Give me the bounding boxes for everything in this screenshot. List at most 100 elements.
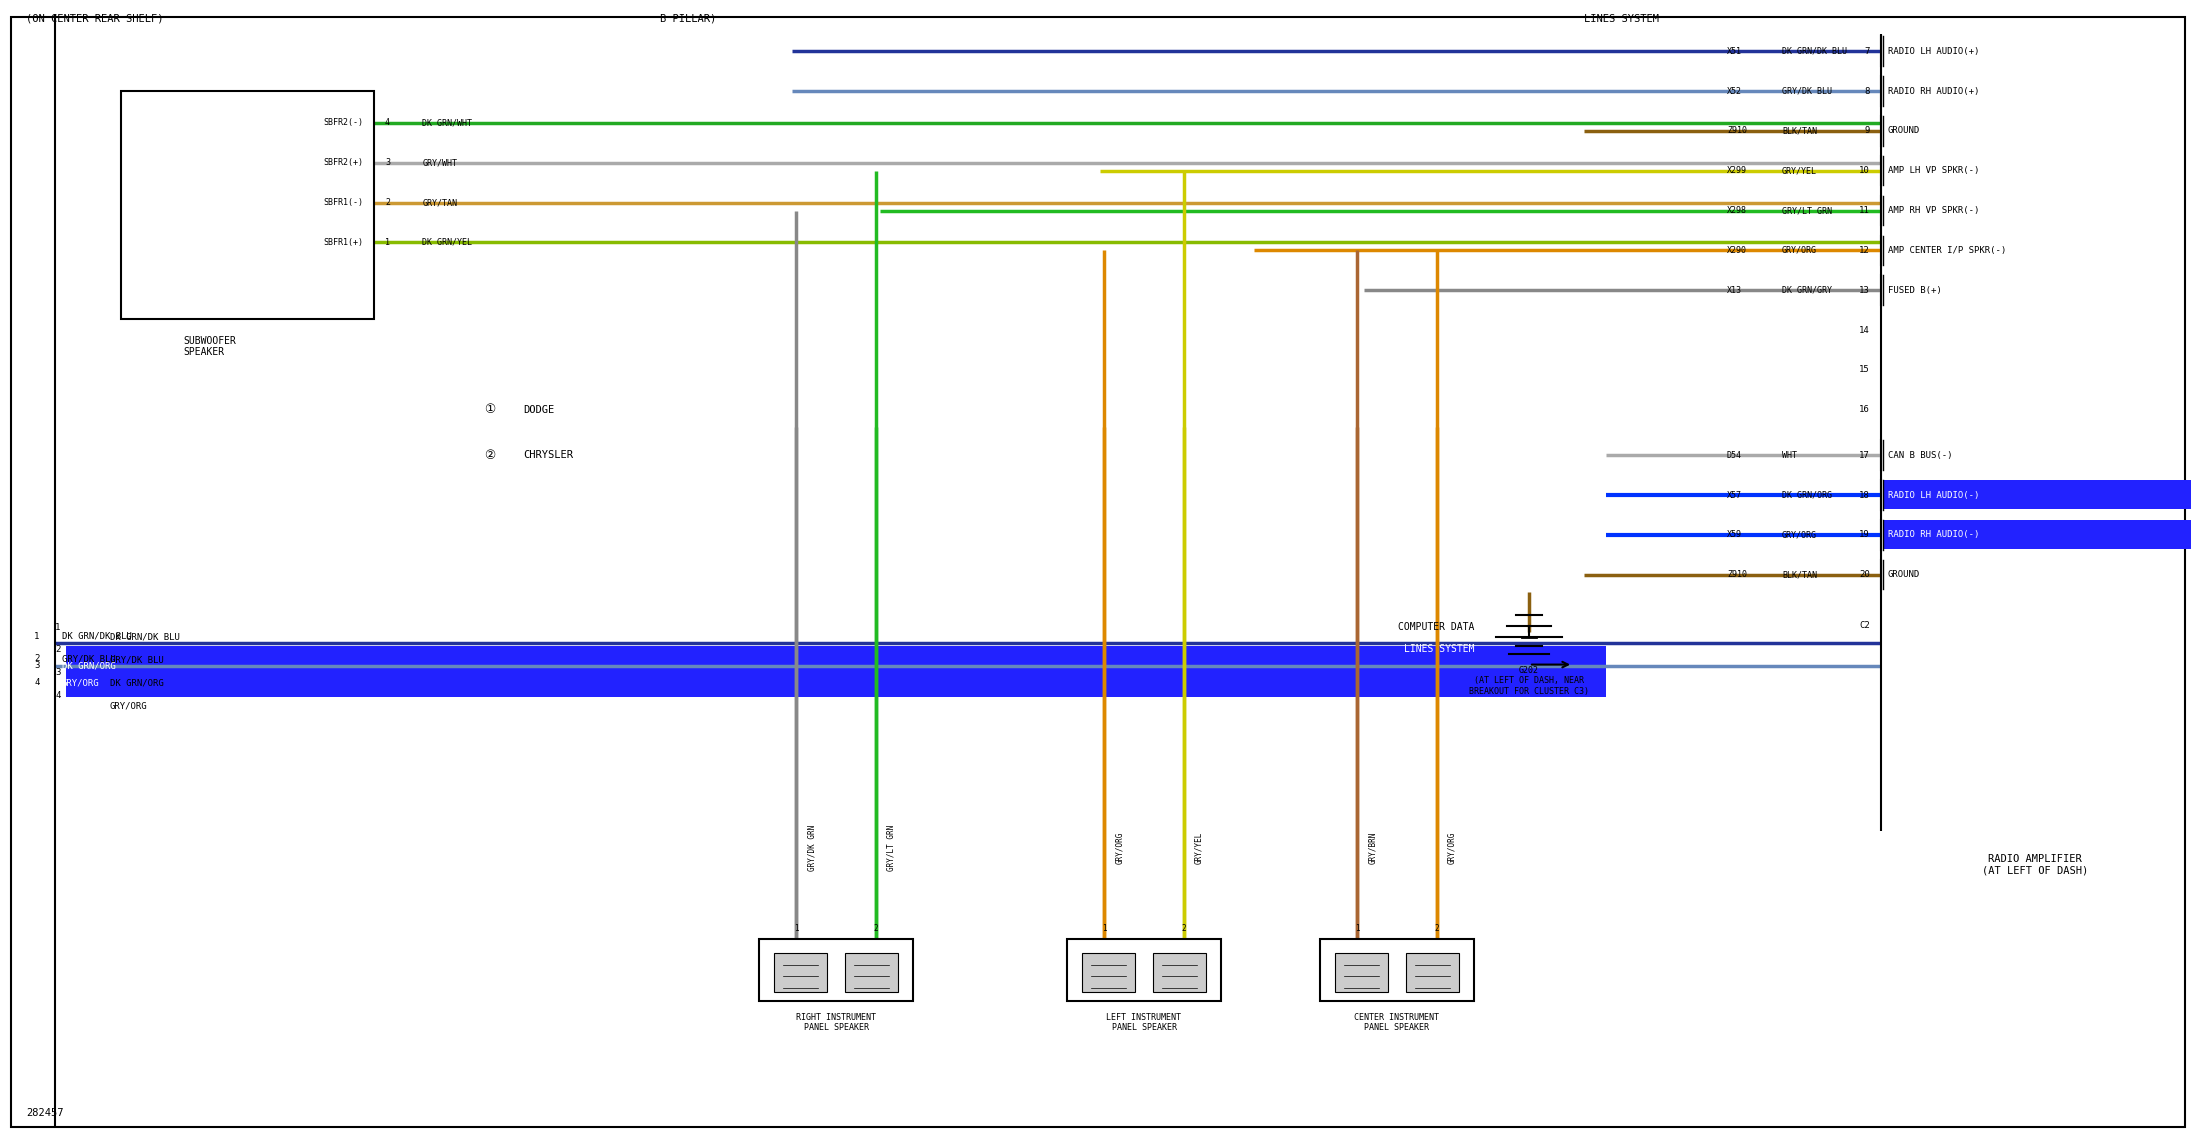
Text: RADIO RH AUDIO(+): RADIO RH AUDIO(+) [1888, 86, 1980, 96]
Text: SBFR2(-): SBFR2(-) [323, 118, 363, 127]
Text: 2: 2 [1434, 924, 1439, 933]
Text: X57: X57 [1727, 490, 1742, 500]
Text: ①: ① [484, 403, 495, 417]
Text: 20: 20 [1859, 570, 1870, 579]
Text: BLK/TAN: BLK/TAN [1782, 570, 1817, 579]
Text: 2: 2 [385, 198, 389, 207]
Text: FUSED B(+): FUSED B(+) [1888, 286, 1940, 295]
Bar [66, 646, 1606, 696]
Text: 3: 3 [35, 661, 40, 670]
Text: GRY/YEL: GRY/YEL [1195, 832, 1203, 864]
Text: 4: 4 [385, 118, 389, 127]
Text: BLK/TAN: BLK/TAN [1782, 126, 1817, 135]
Text: 2: 2 [55, 645, 59, 654]
Text: GRY/TAN: GRY/TAN [422, 198, 458, 207]
Text: 15: 15 [1859, 365, 1870, 374]
Text: 1: 1 [385, 238, 389, 247]
Text: SBFR1(+): SBFR1(+) [323, 238, 363, 247]
Text: X290: X290 [1727, 246, 1747, 255]
Text: 13: 13 [1859, 286, 1870, 295]
Text: 8: 8 [1866, 86, 1870, 96]
Text: GRY/DK BLU: GRY/DK BLU [1782, 86, 1833, 96]
Text: X299: X299 [1727, 166, 1747, 175]
Text: RADIO AMPLIFIER
(AT LEFT OF DASH): RADIO AMPLIFIER (AT LEFT OF DASH) [1982, 854, 2088, 875]
Bar [1153, 953, 1206, 992]
Text: DK GRN/DK BLU: DK GRN/DK BLU [110, 633, 180, 642]
Text: Z910: Z910 [1727, 126, 1747, 135]
Text: GRY/ORG: GRY/ORG [1782, 530, 1817, 539]
Bar [1883, 480, 2191, 509]
Text: 17: 17 [1859, 451, 1870, 460]
Text: 3: 3 [385, 158, 389, 167]
Text: X52: X52 [1727, 86, 1742, 96]
Text: GRY/YEL: GRY/YEL [1782, 166, 1817, 175]
Text: DK GRN/WHT: DK GRN/WHT [422, 118, 473, 127]
Text: X51: X51 [1727, 47, 1742, 56]
Text: GRY/DK BLU: GRY/DK BLU [110, 655, 163, 665]
Text: DK GRN/DK BLU: DK GRN/DK BLU [62, 632, 132, 641]
Text: X298: X298 [1727, 206, 1747, 215]
Text: 14: 14 [1859, 325, 1870, 335]
Text: 1: 1 [1102, 924, 1107, 933]
Bar [759, 939, 913, 1001]
Text: SBFR2(+): SBFR2(+) [323, 158, 363, 167]
Text: 2: 2 [35, 654, 40, 663]
Text: RADIO LH AUDIO(-): RADIO LH AUDIO(-) [1888, 490, 1980, 500]
Text: LEFT INSTRUMENT
PANEL SPEAKER: LEFT INSTRUMENT PANEL SPEAKER [1107, 1013, 1181, 1032]
Text: GRY/LT GRN: GRY/LT GRN [887, 825, 895, 871]
Text: SUBWOOFER
SPEAKER: SUBWOOFER SPEAKER [183, 336, 235, 357]
Text: GRY/LT GRN: GRY/LT GRN [1782, 206, 1833, 215]
Text: LINES SYSTEM: LINES SYSTEM [1584, 14, 1659, 24]
Text: Z910: Z910 [1727, 570, 1747, 579]
Text: CAN B BUS(-): CAN B BUS(-) [1888, 451, 1951, 460]
Text: CHRYSLER: CHRYSLER [524, 451, 574, 460]
Text: AMP RH VP SPKR(-): AMP RH VP SPKR(-) [1888, 206, 1980, 215]
Bar [845, 953, 898, 992]
Text: B PILLAR): B PILLAR) [660, 14, 717, 24]
Bar [774, 953, 827, 992]
Text: GRY/ORG: GRY/ORG [1448, 832, 1456, 864]
Text: X59: X59 [1727, 530, 1742, 539]
Text: 9: 9 [1866, 126, 1870, 135]
Text: DK GRN/ORG: DK GRN/ORG [62, 661, 114, 670]
Text: D54: D54 [1727, 451, 1742, 460]
Text: 1: 1 [794, 924, 799, 933]
Text: 2: 2 [873, 924, 878, 933]
Bar [121, 91, 374, 319]
Text: AMP CENTER I/P SPKR(-): AMP CENTER I/P SPKR(-) [1888, 246, 2006, 255]
Text: DK GRN/DK BLU: DK GRN/DK BLU [1782, 47, 1848, 56]
Text: CENTER INSTRUMENT
PANEL SPEAKER: CENTER INSTRUMENT PANEL SPEAKER [1355, 1013, 1439, 1032]
Text: 1: 1 [1355, 924, 1360, 933]
Text: 10: 10 [1859, 166, 1870, 175]
Text: 4: 4 [35, 678, 40, 687]
Text: RADIO LH AUDIO(+): RADIO LH AUDIO(+) [1888, 47, 1980, 56]
Text: 1: 1 [35, 632, 40, 641]
Text: G202
(AT LEFT OF DASH, NEAR
BREAKOUT FOR CLUSTER C3): G202 (AT LEFT OF DASH, NEAR BREAKOUT FOR… [1470, 666, 1588, 695]
Text: 4: 4 [55, 691, 59, 700]
Text: SBFR1(-): SBFR1(-) [323, 198, 363, 207]
Text: GROUND: GROUND [1888, 126, 1921, 135]
Text: X13: X13 [1727, 286, 1742, 295]
Text: 11: 11 [1859, 206, 1870, 215]
Text: GRY/ORG: GRY/ORG [110, 701, 147, 710]
Text: DK GRN/ORG: DK GRN/ORG [1782, 490, 1833, 500]
Text: RADIO RH AUDIO(-): RADIO RH AUDIO(-) [1888, 530, 1980, 539]
Text: RIGHT INSTRUMENT
PANEL SPEAKER: RIGHT INSTRUMENT PANEL SPEAKER [796, 1013, 876, 1032]
Bar [1335, 953, 1388, 992]
Text: 2: 2 [1181, 924, 1186, 933]
Text: GRY/ORG: GRY/ORG [62, 678, 99, 687]
Text: DODGE: DODGE [524, 405, 554, 414]
Text: DK GRN/YEL: DK GRN/YEL [422, 238, 473, 247]
Bar [1082, 953, 1135, 992]
Text: 282457: 282457 [26, 1107, 64, 1118]
Text: GRY/DK BLU: GRY/DK BLU [62, 654, 114, 663]
Bar [1320, 939, 1474, 1001]
Text: GRY/WHT: GRY/WHT [422, 158, 458, 167]
Text: (ON CENTER REAR SHELF): (ON CENTER REAR SHELF) [26, 14, 163, 24]
Text: GROUND: GROUND [1888, 570, 1921, 579]
Text: ②: ② [484, 448, 495, 462]
Bar [1406, 953, 1459, 992]
Text: 3: 3 [55, 668, 59, 677]
Bar [1883, 520, 2191, 549]
Text: 1: 1 [55, 622, 59, 632]
